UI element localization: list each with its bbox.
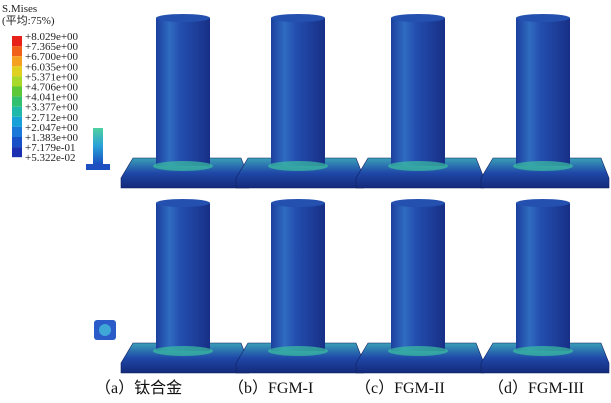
legend-label: +5.322e-02 bbox=[25, 152, 76, 164]
cylinder-top bbox=[271, 14, 325, 22]
legend-swatch bbox=[12, 66, 22, 76]
legend-swatch bbox=[12, 36, 22, 46]
cylinder-top bbox=[391, 14, 445, 22]
cylinder-foot bbox=[153, 346, 213, 356]
legend-swatch bbox=[12, 76, 22, 86]
legend-swatch bbox=[12, 107, 22, 117]
cylinder bbox=[156, 18, 210, 166]
cylinder-foot bbox=[513, 346, 573, 356]
legend: +8.029e+00+7.365e+00+6.700e+00+6.035e+00… bbox=[12, 31, 79, 164]
inset-base bbox=[86, 164, 110, 170]
figure: S.Mises (平均:75%) +8.029e+00+7.365e+00+6.… bbox=[0, 0, 611, 403]
cylinder-top bbox=[516, 14, 570, 22]
caption: （a）钛合金 bbox=[95, 379, 182, 397]
caption: （d）FGM-III bbox=[488, 379, 584, 397]
legend-swatch bbox=[12, 97, 22, 107]
cylinder bbox=[271, 18, 325, 166]
cylinder bbox=[516, 203, 570, 351]
cylinder-foot bbox=[153, 161, 213, 171]
legend-title: S.Mises bbox=[2, 3, 37, 15]
cylinder-top bbox=[156, 14, 210, 22]
cylinder bbox=[271, 203, 325, 351]
cylinder bbox=[156, 203, 210, 351]
cylinder-top bbox=[391, 199, 445, 207]
legend-swatch bbox=[12, 87, 22, 97]
cylinder-foot bbox=[513, 161, 573, 171]
cylinder-top bbox=[516, 199, 570, 207]
cylinder-foot bbox=[388, 161, 448, 171]
legend-swatch bbox=[12, 137, 22, 147]
cylinder bbox=[516, 18, 570, 166]
cylinder-foot bbox=[268, 161, 328, 171]
cylinder-foot bbox=[268, 346, 328, 356]
cylinder-foot bbox=[388, 346, 448, 356]
inset-circle bbox=[99, 324, 111, 336]
cylinder-top bbox=[271, 199, 325, 207]
legend-subtitle: (平均:75%) bbox=[2, 14, 55, 27]
caption: （b）FGM-I bbox=[228, 379, 313, 397]
cylinder bbox=[391, 203, 445, 351]
legend-swatch bbox=[12, 117, 22, 127]
cylinder bbox=[391, 18, 445, 166]
captions: （a）钛合金 （b）FGM-I （c）FGM-II （d）FGM-III bbox=[95, 379, 584, 397]
inset-bar bbox=[93, 128, 103, 164]
legend-swatch bbox=[12, 147, 22, 157]
cylinder-top bbox=[156, 199, 210, 207]
legend-swatch bbox=[12, 56, 22, 66]
caption: （c）FGM-II bbox=[355, 379, 445, 397]
parts bbox=[121, 14, 609, 373]
legend-swatch bbox=[12, 46, 22, 56]
legend-swatch bbox=[12, 127, 22, 137]
